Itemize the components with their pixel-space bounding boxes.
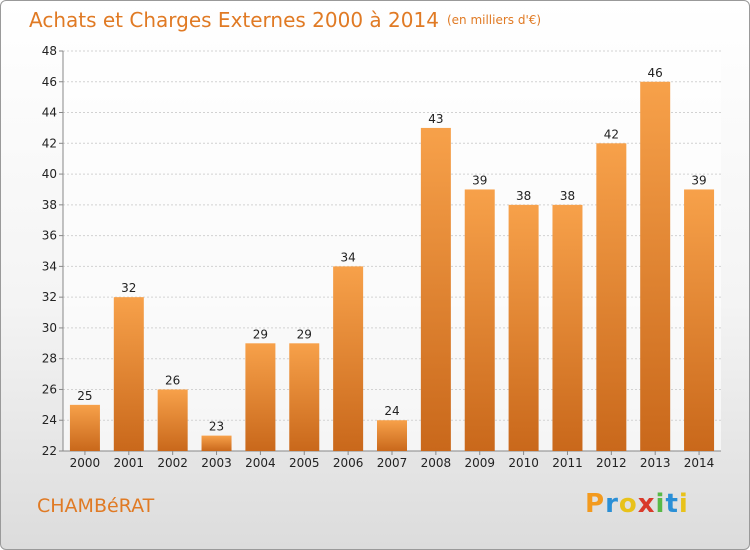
bar-value-label: 23 xyxy=(209,420,224,434)
logo-letter: r xyxy=(605,489,619,519)
bar-value-label: 38 xyxy=(560,189,575,203)
bar-2009 xyxy=(465,189,495,451)
bar-value-label: 39 xyxy=(691,173,706,187)
x-tick-label: 2013 xyxy=(640,456,671,470)
y-tick-label: 42 xyxy=(42,136,57,150)
x-tick-label: 2000 xyxy=(70,456,101,470)
logo-letter: i xyxy=(679,489,689,519)
logo-letter: o xyxy=(619,489,638,519)
bar-2012 xyxy=(596,143,626,451)
y-tick-label: 46 xyxy=(42,75,57,89)
bar-value-label: 39 xyxy=(472,173,487,187)
bar-2007 xyxy=(377,420,407,451)
bar-value-label: 25 xyxy=(77,389,92,403)
x-tick-label: 2009 xyxy=(464,456,495,470)
bar-value-label: 26 xyxy=(165,373,180,387)
bar-2001 xyxy=(114,297,144,451)
bar-value-label: 46 xyxy=(648,66,663,80)
bar-2011 xyxy=(552,205,582,451)
y-tick-label: 40 xyxy=(42,167,57,181)
x-tick-label: 2006 xyxy=(333,456,364,470)
logo-letter: t xyxy=(665,489,678,519)
bar-2006 xyxy=(333,266,363,451)
x-tick-label: 2011 xyxy=(552,456,583,470)
y-tick-label: 26 xyxy=(42,382,57,396)
x-tick-label: 2003 xyxy=(201,456,232,470)
y-tick-label: 22 xyxy=(42,444,57,458)
bar-2000 xyxy=(70,405,100,451)
bar-value-label: 34 xyxy=(340,250,355,264)
y-tick-label: 32 xyxy=(42,290,57,304)
bar-value-label: 43 xyxy=(428,112,443,126)
y-tick-label: 30 xyxy=(42,321,57,335)
x-tick-label: 2012 xyxy=(596,456,627,470)
bar-2002 xyxy=(158,389,188,451)
bar-value-label: 32 xyxy=(121,281,136,295)
x-tick-label: 2001 xyxy=(114,456,145,470)
x-tick-label: 2005 xyxy=(289,456,320,470)
bar-value-label: 38 xyxy=(516,189,531,203)
bar-2004 xyxy=(245,343,275,451)
logo-letter: i xyxy=(656,489,666,519)
y-tick-label: 36 xyxy=(42,229,57,243)
proxiti-logo: Proxiti xyxy=(585,489,689,519)
x-tick-label: 2007 xyxy=(377,456,408,470)
bar-2013 xyxy=(640,82,670,451)
bar-value-label: 24 xyxy=(384,404,399,418)
bar-2005 xyxy=(289,343,319,451)
x-tick-label: 2010 xyxy=(508,456,539,470)
y-tick-label: 28 xyxy=(42,352,57,366)
x-tick-label: 2008 xyxy=(421,456,452,470)
bar-value-label: 29 xyxy=(253,327,268,341)
y-tick-label: 48 xyxy=(42,44,57,58)
logo-letter: x xyxy=(638,489,656,519)
bar-2014 xyxy=(684,189,714,451)
x-tick-label: 2002 xyxy=(157,456,188,470)
y-tick-label: 44 xyxy=(42,106,57,120)
x-tick-label: 2014 xyxy=(684,456,715,470)
town-name: CHAMBéRAT xyxy=(37,495,154,517)
bar-2010 xyxy=(509,205,539,451)
y-tick-label: 34 xyxy=(42,259,57,273)
x-tick-label: 2004 xyxy=(245,456,276,470)
bar-chart: 22 24 26 28 30 32 34 36 38 40 42 44 46 48 25 2000 32 2001… xyxy=(1,1,750,550)
y-tick-label: 38 xyxy=(42,198,57,212)
chart-frame: Achats et Charges Externes 2000 à 2014 (e… xyxy=(0,0,750,550)
bar-value-label: 29 xyxy=(297,327,312,341)
y-tick-label: 24 xyxy=(42,413,57,427)
bar-2003 xyxy=(202,436,232,451)
logo-letter: P xyxy=(585,489,605,519)
bar-value-label: 42 xyxy=(604,127,619,141)
bar-2008 xyxy=(421,128,451,451)
